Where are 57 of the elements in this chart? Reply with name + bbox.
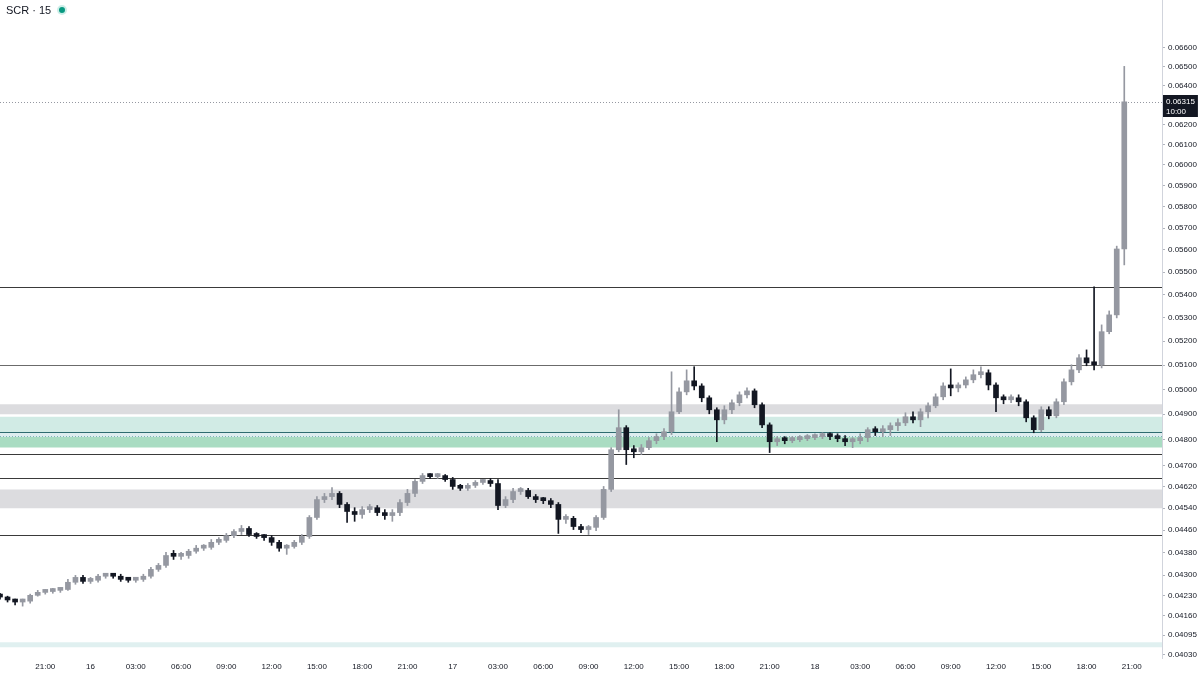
y-tick-label: 0.04540 — [1168, 503, 1198, 513]
x-tick-label: 06:00 — [895, 662, 917, 671]
candlestick — [691, 366, 698, 391]
y-tick-label: 0.06400 — [1168, 80, 1198, 90]
chart-title: SCR · 15 — [6, 3, 52, 17]
x-tick-label: 18:00 — [352, 662, 373, 671]
y-tick-label: 0.04030 — [1168, 650, 1198, 660]
y-tick-label: 0.06100 — [1168, 139, 1198, 149]
y-tick-label: 0.04095 — [1168, 630, 1198, 640]
x-tick-label: 15:00 — [1031, 662, 1052, 671]
y-tick-label: 0.04300 — [1168, 570, 1198, 580]
y-tick-label: 0.04700 — [1168, 460, 1198, 470]
x-tick-label: 03:00 — [487, 662, 509, 671]
y-tick-label: 0.05000 — [1168, 384, 1198, 394]
x-tick-label: 06:00 — [171, 662, 192, 671]
x-tick-label: 09:00 — [578, 662, 600, 671]
x-tick-label: 16 — [86, 662, 96, 671]
y-tick-label: 0.05700 — [1168, 223, 1198, 233]
y-tick-label: 0.06600 — [1168, 42, 1198, 52]
x-tick-label: 15:00 — [306, 662, 328, 671]
ref-line-label: 0.06315 10:00 — [1166, 97, 1196, 117]
x-tick-label: 03:00 — [850, 662, 871, 671]
x-tick-label: 03:00 — [125, 662, 147, 671]
y-tick-label: 0.05600 — [1168, 245, 1198, 255]
x-tick-label: 17 — [448, 662, 458, 671]
y-tick-label: 0.04900 — [1168, 409, 1198, 419]
x-tick-label: 18:00 — [1076, 662, 1098, 671]
x-tick-label: 21:00 — [35, 662, 56, 671]
y-tick-label: 0.04380 — [1168, 547, 1198, 557]
x-tick-label: 09:00 — [940, 662, 962, 671]
x-tick-label: 09:00 — [216, 662, 237, 671]
y-tick-label: 0.06500 — [1168, 61, 1198, 71]
x-tick-label: 15:00 — [669, 662, 690, 671]
y-tick-label: 0.05900 — [1168, 180, 1198, 190]
y-tick-label: 0.04620 — [1168, 481, 1198, 491]
x-tick-label: 06:00 — [533, 662, 554, 671]
y-tick-label: 0.05800 — [1168, 201, 1198, 211]
x-tick-label: 18:00 — [714, 662, 735, 671]
x-tick-label: 12:00 — [261, 662, 283, 671]
x-tick-label: 12:00 — [623, 662, 645, 671]
y-tick-label: 0.05300 — [1168, 312, 1198, 322]
candlestick — [1091, 286, 1097, 371]
y-tick-label: 0.04160 — [1168, 611, 1198, 621]
y-tick-label: 0.05200 — [1168, 336, 1198, 346]
y-tick-label: 0.06000 — [1168, 160, 1198, 170]
y-tick-label: 0.05500 — [1168, 267, 1198, 277]
y-tick-label: 0.04460 — [1168, 525, 1198, 535]
x-tick-label: 21:00 — [1121, 662, 1143, 671]
y-tick-label: 0.05100 — [1168, 360, 1198, 370]
y-tick-label: 0.05400 — [1168, 289, 1198, 299]
x-tick-label: 21:00 — [759, 662, 781, 671]
x-tick-label: 18 — [810, 662, 820, 671]
y-tick-label: 0.04800 — [1168, 434, 1198, 444]
x-tick-label: 21:00 — [397, 662, 419, 671]
y-tick-label: 0.04230 — [1168, 590, 1198, 600]
y-tick-label: 0.06200 — [1168, 119, 1198, 129]
x-tick-label: 12:00 — [985, 662, 1007, 671]
